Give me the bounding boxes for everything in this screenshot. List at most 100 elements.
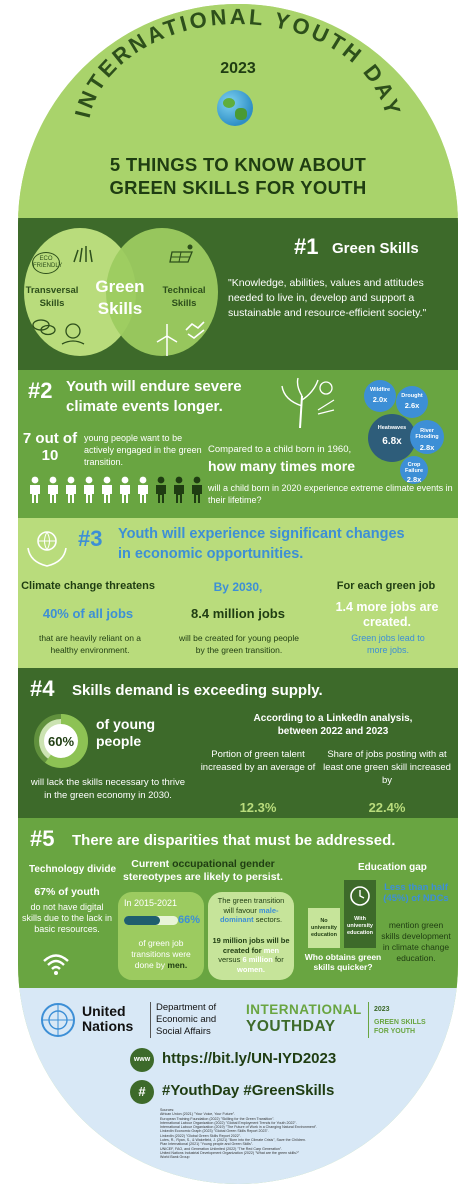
gender-men: men.: [167, 960, 188, 970]
gender-card-left: In 2015-2021 66% of green job transition…: [118, 892, 204, 980]
gender-head-3: stereotypes are likely to persist.: [123, 871, 283, 883]
person-icon-highlighted: [120, 476, 130, 503]
iyd-tag: GREEN SKILLS FOR YOUTH: [374, 1019, 426, 1035]
hashtags: #YouthDay #GreenSkills: [162, 1082, 335, 1099]
person-icon: [156, 476, 166, 503]
bubble-label: River Flooding: [415, 427, 439, 440]
bubble-label: Drought: [401, 393, 423, 400]
s4-title: Skills demand is exceeding supply.: [72, 682, 323, 699]
s5-title: There are disparities that must be addre…: [72, 832, 396, 849]
globe-hand-icon: [61, 323, 85, 345]
bubble-value: 2.6x: [404, 401, 420, 411]
section-3: #3 Youth will experience significant cha…: [18, 518, 458, 668]
venn-left-label: Transversal Skills: [25, 285, 79, 309]
source-item: United Nations Industrial Development Or…: [160, 1150, 300, 1155]
person-icon-highlighted: [30, 476, 40, 503]
ndc-text: mention green skills development in clim…: [381, 920, 451, 963]
edu-no-label: No university education: [311, 918, 337, 938]
source-item: World Bank Group: [160, 1155, 190, 1160]
s4-number: #4: [30, 676, 55, 701]
bubble-label: Wildfire: [369, 387, 391, 394]
s3-col1-stat: 40% of all jobs: [42, 606, 134, 621]
s2-compare-tail: will a child born in 2020 experience ext…: [208, 483, 453, 505]
edu-with-label: With university education: [347, 916, 373, 936]
sources-list: African Union (2021) "Your Voice, Your F…: [160, 1112, 360, 1159]
source-item: African Union (2021) "Your Voice, Your F…: [160, 1112, 236, 1117]
s3-col3-head: For each green job: [336, 580, 436, 592]
gender-pct: 66%: [178, 914, 201, 926]
header: INTERNATIONAL YOUTH DAY 2023 5 THINGS TO…: [18, 4, 458, 216]
main-title-line2: GREEN SKILLS FOR YOUTH: [109, 177, 367, 198]
gender-card-right: The green transition will favour male-do…: [208, 892, 294, 980]
gender-right2-main: 19 million jobs will be created for: [212, 936, 290, 955]
donut-chart: 60%: [34, 714, 88, 768]
eco-badge: ECO FRIENDLY: [32, 252, 62, 274]
s3-col2-head: By 2030,: [213, 580, 263, 594]
gender-period: In 2015-2021: [124, 898, 178, 908]
s2-compare-question: how many times more: [208, 458, 356, 474]
bubble-drought: Drought 2.6x: [396, 386, 428, 418]
wifi-icon: [43, 954, 69, 975]
edu-question: Who obtains green skills quicker?: [304, 952, 382, 972]
section-2: #2 Youth will endure severe climate even…: [18, 370, 458, 518]
tech-stat: 67% of youth: [34, 886, 100, 898]
venn-center-label: Green Skills: [95, 277, 145, 318]
s3-col1-text: that are heavily reliant on a healthy en…: [38, 633, 142, 655]
gender-right2-men: men: [263, 945, 280, 955]
s3-number: #3: [78, 526, 103, 551]
s3-col3-text: Green jobs lead to more jobs.: [351, 633, 425, 655]
bubble-wildfire: Wildfire 2.0x: [364, 380, 396, 412]
gender-right1: The green transition will favour male-do…: [212, 896, 290, 925]
gender-right1-tail: sectors.: [255, 915, 283, 924]
s2-title-line2: climate events longer.: [66, 398, 223, 415]
campaign-url[interactable]: https://bit.ly/UN-IYD2023: [162, 1050, 337, 1067]
handshake-icon: [185, 321, 205, 339]
gender-text1-main: of green job transitions were done by: [131, 938, 191, 970]
footer: United Nations Department of Economic an…: [18, 988, 458, 1184]
s4-linkedin-head: According to a LinkedIn analysis, betwee…: [253, 713, 413, 737]
gender-right1-main: The green transition will favour: [217, 896, 285, 915]
bubble-crop-failure: Crop Failure 2.8x: [400, 456, 428, 484]
s4-col1-text: Portion of green talent increased by an …: [200, 749, 316, 773]
earth-icon: [217, 90, 253, 126]
tech-head: Technology divide: [28, 864, 116, 875]
tree-icon: [281, 377, 335, 429]
s3-col2-stat: 8.4 million jobs: [191, 606, 285, 621]
speech-bubbles-icon: [32, 319, 56, 336]
s3-title-line1: Youth will experience significant change…: [118, 526, 405, 542]
gender-bar-fill: [124, 916, 160, 925]
gender-right2: 19 million jobs will be created for men …: [212, 936, 290, 974]
sources-label: Sources:: [160, 1108, 175, 1112]
gender-right1-hl: male-dominant: [219, 905, 279, 925]
solar-panel-icon: [169, 244, 193, 263]
source-item: European Training Foundation (2022) "Ski…: [160, 1116, 275, 1121]
person-icon-highlighted: [102, 476, 112, 503]
bubble-value: 2.8x: [419, 442, 435, 452]
iyd-logo-line1: INTERNATIONAL: [246, 1002, 362, 1017]
bubble-value: 6.8x: [382, 435, 402, 447]
s3-title-line2: in economic opportunities.: [118, 546, 304, 562]
source-item: UNICEF, FAO, and Generation Unlimited (2…: [160, 1146, 283, 1151]
section-5: #5 There are disparities that must be ad…: [18, 818, 458, 988]
hashtag-icon: #: [130, 1080, 154, 1104]
people-row: [28, 476, 208, 506]
wind-turbine-icon: [156, 324, 178, 356]
main-title-line1: 5 THINGS TO KNOW ABOUT: [109, 154, 367, 175]
section-1: ECO FRIENDLY Transversal Skills Green Sk…: [18, 218, 458, 370]
person-icon-highlighted: [66, 476, 76, 503]
edu-bar-no: [308, 908, 340, 948]
bubble-river-flooding: River Flooding 2.8x: [410, 420, 444, 454]
s2-number: #2: [28, 378, 53, 403]
gender-head-2: occupational gender: [172, 858, 275, 870]
bubble-value: 2.8x: [406, 475, 422, 485]
donut-arc: [34, 714, 88, 768]
source-item: International Labour Organization (2019)…: [160, 1125, 318, 1130]
s3-col3-stat: 1.4 more jobs are created.: [335, 600, 439, 629]
s4-col2-text: Share of jobs posting with at least one …: [323, 749, 451, 786]
footer-divider-2: [368, 1002, 369, 1038]
s3-col2-text: will be created for young people by the …: [178, 633, 300, 655]
source-item: Plan International (2021) "Young people …: [160, 1142, 254, 1147]
s1-number: #1: [294, 234, 319, 259]
s4-col2-value: 22.4%: [368, 800, 406, 815]
footer-divider-1: [150, 1002, 151, 1038]
